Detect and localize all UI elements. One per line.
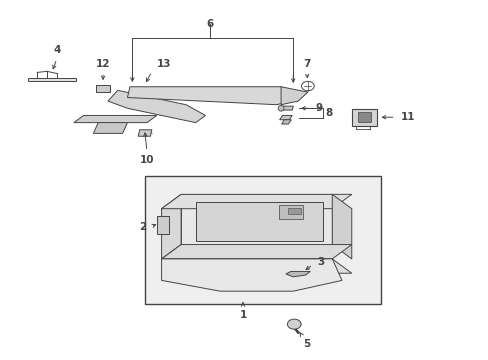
Text: 8: 8 <box>325 108 331 118</box>
Polygon shape <box>285 271 310 277</box>
Polygon shape <box>96 85 110 92</box>
Text: 2: 2 <box>139 222 146 232</box>
Polygon shape <box>279 116 292 120</box>
Polygon shape <box>161 194 351 209</box>
Ellipse shape <box>278 105 284 111</box>
Polygon shape <box>27 78 76 81</box>
Bar <box>278 205 303 220</box>
Text: 5: 5 <box>303 338 310 348</box>
Bar <box>357 112 370 122</box>
Text: 3: 3 <box>317 257 324 267</box>
Text: 11: 11 <box>400 112 414 122</box>
Bar <box>351 109 376 126</box>
Polygon shape <box>161 259 341 291</box>
Polygon shape <box>138 130 152 136</box>
Polygon shape <box>281 87 307 105</box>
Polygon shape <box>161 259 351 273</box>
Text: 6: 6 <box>206 19 214 29</box>
Text: 10: 10 <box>140 155 154 165</box>
Polygon shape <box>127 87 298 105</box>
Text: 7: 7 <box>303 59 310 69</box>
Polygon shape <box>161 244 351 259</box>
Bar <box>144 176 380 304</box>
Circle shape <box>287 319 301 329</box>
Text: 1: 1 <box>239 310 246 320</box>
Bar <box>288 208 300 214</box>
Polygon shape <box>74 116 157 123</box>
Polygon shape <box>93 123 127 134</box>
Polygon shape <box>331 194 351 259</box>
Polygon shape <box>280 106 293 110</box>
Text: 9: 9 <box>315 103 322 113</box>
Polygon shape <box>157 216 168 234</box>
Text: 4: 4 <box>53 45 61 55</box>
Polygon shape <box>195 202 322 241</box>
Polygon shape <box>161 194 181 259</box>
Polygon shape <box>181 194 331 244</box>
Text: 13: 13 <box>157 59 171 69</box>
Polygon shape <box>281 120 291 124</box>
Text: 12: 12 <box>96 59 110 69</box>
Polygon shape <box>108 90 205 123</box>
